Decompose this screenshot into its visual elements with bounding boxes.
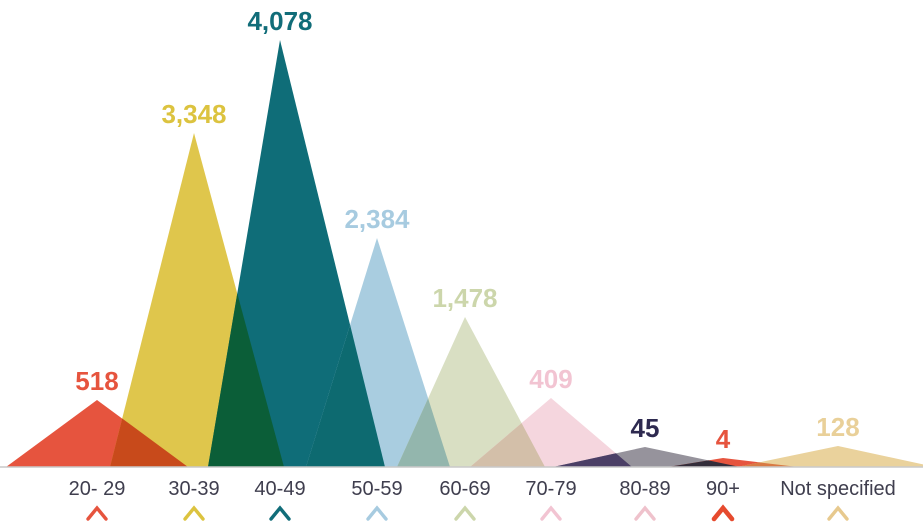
axis-label-50-59: 50-59	[351, 478, 402, 500]
value-label-50-59: 2,384	[344, 204, 410, 234]
axis-label-90plus: 90+	[706, 478, 740, 500]
axis-label-20-29: 20- 29	[69, 478, 126, 500]
chevron-up-50-59-icon	[366, 505, 388, 521]
chevron-up-40-49-icon	[269, 505, 291, 521]
value-label-60-69: 1,478	[432, 283, 497, 313]
axis-label-30-39: 30-39	[168, 478, 219, 500]
chevron-up-90plus-icon	[711, 504, 735, 522]
axis-label-70-79: 70-79	[525, 478, 576, 500]
overlap-30-39-40-49	[208, 293, 284, 467]
value-label-not-specified: 128	[816, 412, 859, 442]
axis-label-60-69: 60-69	[439, 478, 490, 500]
overlap-50-59-60-69	[397, 398, 450, 467]
chevron-up-60-69-icon	[454, 505, 476, 521]
axis-label-40-49: 40-49	[254, 478, 305, 500]
value-label-30-39: 3,348	[161, 99, 226, 129]
value-label-90plus: 4	[716, 424, 731, 454]
chevron-up-70-79-icon	[540, 505, 562, 521]
overlap-80-89-90plus	[668, 460, 740, 467]
value-label-20-29: 518	[75, 366, 118, 396]
overlap-20-29-30-39	[110, 418, 188, 467]
triangle-not-specified	[737, 446, 923, 467]
axis-label-not-specified: Not specified	[780, 478, 896, 500]
chevron-up-not-specified-icon	[827, 505, 849, 521]
chevron-up-30-39-icon	[183, 505, 205, 521]
overlap-90plus-not-specified	[737, 462, 798, 467]
chevron-up-20-29-icon	[86, 505, 108, 521]
value-label-70-79: 409	[529, 364, 572, 394]
overlap-60-69-70-79	[470, 423, 545, 467]
value-label-40-49: 4,078	[247, 6, 312, 36]
overlap-70-79-80-89	[553, 453, 632, 467]
axis-label-80-89: 80-89	[619, 478, 670, 500]
chevron-up-80-89-icon	[634, 505, 656, 521]
value-label-80-89: 45	[631, 413, 660, 443]
overlap-40-49-50-59	[306, 324, 385, 467]
